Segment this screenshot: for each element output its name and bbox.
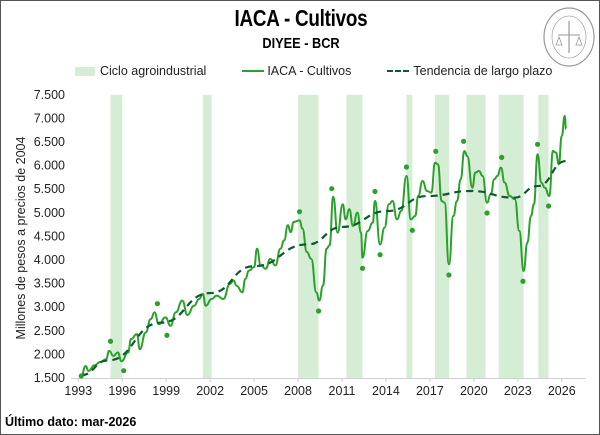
trend-line	[81, 159, 567, 377]
turning-point-dot	[372, 188, 378, 195]
y-tick-label: 6.000	[34, 159, 65, 173]
cycle-band	[406, 94, 413, 379]
y-tick-label: 4.000	[34, 253, 65, 267]
x-tick-label: 2017	[416, 384, 444, 398]
cycle-band	[202, 94, 212, 379]
x-tick-label: 2014	[372, 384, 400, 398]
iaca-line	[80, 114, 568, 378]
cycle-band	[538, 94, 549, 379]
y-tick-label: 5.500	[34, 182, 65, 196]
turning-point-dot	[409, 227, 415, 233]
cycle-band	[110, 94, 123, 379]
turning-point-dot	[377, 252, 383, 258]
legend-item-bands: Ciclo agroindustrial	[75, 64, 206, 78]
line-swatch	[242, 70, 265, 72]
legend-label: IACA - Cultivos	[267, 64, 352, 78]
turning-point-dot	[315, 308, 322, 314]
y-tick-label: 7.000	[34, 111, 65, 125]
turning-point-dot	[78, 373, 84, 379]
y-tick-label: 6.500	[34, 135, 65, 149]
chart-title: IACA - Cultivos	[234, 5, 368, 31]
footer-last-data: Último dato: mar-2026	[5, 415, 137, 429]
turning-point-dot	[296, 209, 303, 215]
x-tick-label: 2023	[504, 384, 532, 398]
y-axis-label: Millones de pesos a precios de 2004	[14, 136, 28, 339]
cycle-band	[298, 94, 319, 379]
turning-point-dot	[484, 210, 490, 216]
turning-point-dot	[520, 278, 526, 284]
x-tick-label: 1996	[108, 384, 136, 398]
y-tick-label: 4.500	[34, 229, 65, 243]
x-tick-label: 2005	[240, 384, 268, 398]
y-tick-label: 2.500	[34, 324, 65, 338]
turning-point-dot	[499, 154, 505, 160]
x-tick-label: 2011	[329, 384, 356, 398]
turning-point-dot	[154, 301, 161, 307]
x-tick-label: 2026	[548, 384, 576, 398]
turning-point-dot	[403, 164, 410, 170]
x-tick-label: 1993	[64, 384, 92, 398]
turning-point-dot	[164, 332, 170, 338]
legend-item-trend: Tendencia de largo plazo	[387, 64, 552, 78]
band-swatch	[75, 66, 95, 76]
y-tick-label: 1.500	[34, 371, 65, 385]
legend-item-iaca: IACA - Cultivos	[242, 64, 351, 78]
x-tick-label: 2008	[284, 384, 312, 398]
y-tick-label: 5.000	[34, 206, 65, 220]
legend-label: Ciclo agroindustrial	[100, 64, 207, 78]
bcr-seal-logo	[543, 7, 595, 67]
y-tick-label: 2.000	[34, 347, 65, 361]
dash-swatch	[387, 70, 410, 72]
x-tick-label: 1999	[152, 384, 180, 398]
legend-label: Tendencia de largo plazo	[413, 64, 553, 78]
chart-subtitle: DIYEE - BCR	[262, 35, 340, 52]
turning-point-dot	[433, 148, 439, 154]
x-tick-label: 2020	[460, 384, 488, 398]
cycle-band	[346, 94, 363, 379]
turning-point-dot	[460, 138, 467, 144]
turning-point-dot	[107, 338, 114, 344]
x-tick-label: 2002	[196, 384, 224, 398]
turning-point-dot	[359, 265, 366, 271]
y-tick-label: 3.000	[34, 300, 65, 314]
turning-point-dot	[534, 141, 541, 147]
cycle-band	[466, 94, 486, 379]
turning-point-dot	[121, 368, 127, 374]
turning-point-dot	[329, 186, 335, 192]
cycle-band	[498, 94, 524, 379]
turning-point-dot	[545, 203, 552, 209]
legend: Ciclo agroindustrial IACA - Cultivos Ten…	[75, 64, 588, 78]
y-tick-label: 7.500	[34, 88, 65, 102]
y-tick-label: 3.500	[34, 277, 65, 291]
turning-point-dot	[446, 272, 452, 278]
